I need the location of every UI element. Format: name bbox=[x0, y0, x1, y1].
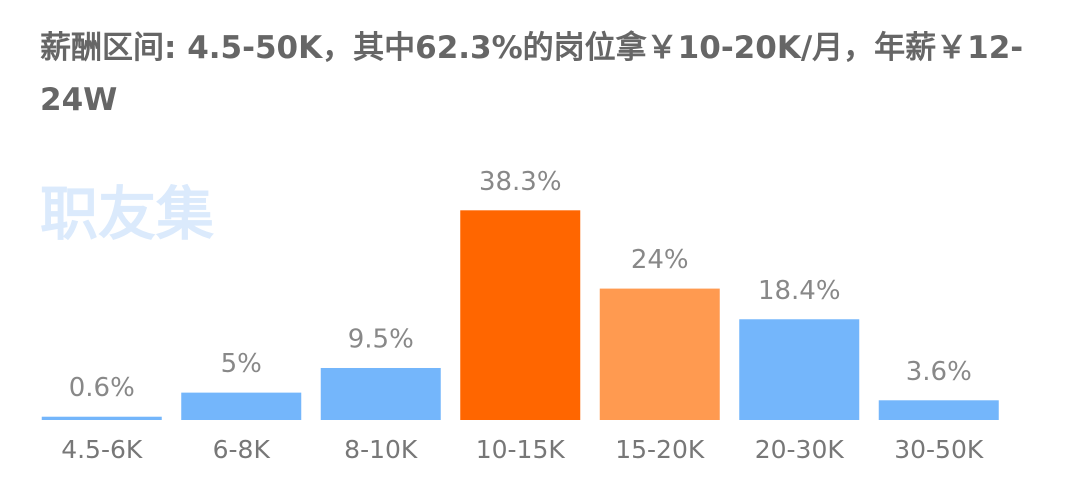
x-tick-label: 4.5-6K bbox=[61, 435, 143, 464]
bar bbox=[460, 210, 581, 420]
x-tick-label: 6-8K bbox=[213, 435, 271, 464]
bar bbox=[181, 392, 302, 420]
x-tick-label: 20-30K bbox=[755, 435, 845, 464]
bar bbox=[739, 319, 860, 420]
bar bbox=[878, 400, 999, 420]
x-tick-label: 10-15K bbox=[476, 435, 566, 464]
value-label: 5% bbox=[221, 349, 262, 379]
watermark: 职友集 bbox=[40, 180, 214, 248]
value-label: 0.6% bbox=[69, 373, 135, 403]
bar bbox=[41, 416, 162, 420]
chart-title: 薪酬区间: 4.5-50K，其中62.3%的岗位拿￥10-20K/月，年薪￥12… bbox=[40, 30, 1024, 118]
x-tick-label: 8-10K bbox=[344, 435, 418, 464]
value-label: 38.3% bbox=[479, 167, 562, 197]
bar bbox=[599, 288, 720, 420]
x-tick-label: 30-50K bbox=[894, 435, 984, 464]
bar bbox=[320, 367, 441, 420]
value-label: 9.5% bbox=[348, 324, 414, 354]
value-label: 18.4% bbox=[758, 276, 841, 306]
x-tick-label: 15-20K bbox=[615, 435, 705, 464]
value-label: 3.6% bbox=[906, 357, 972, 387]
value-label: 24% bbox=[631, 245, 689, 275]
